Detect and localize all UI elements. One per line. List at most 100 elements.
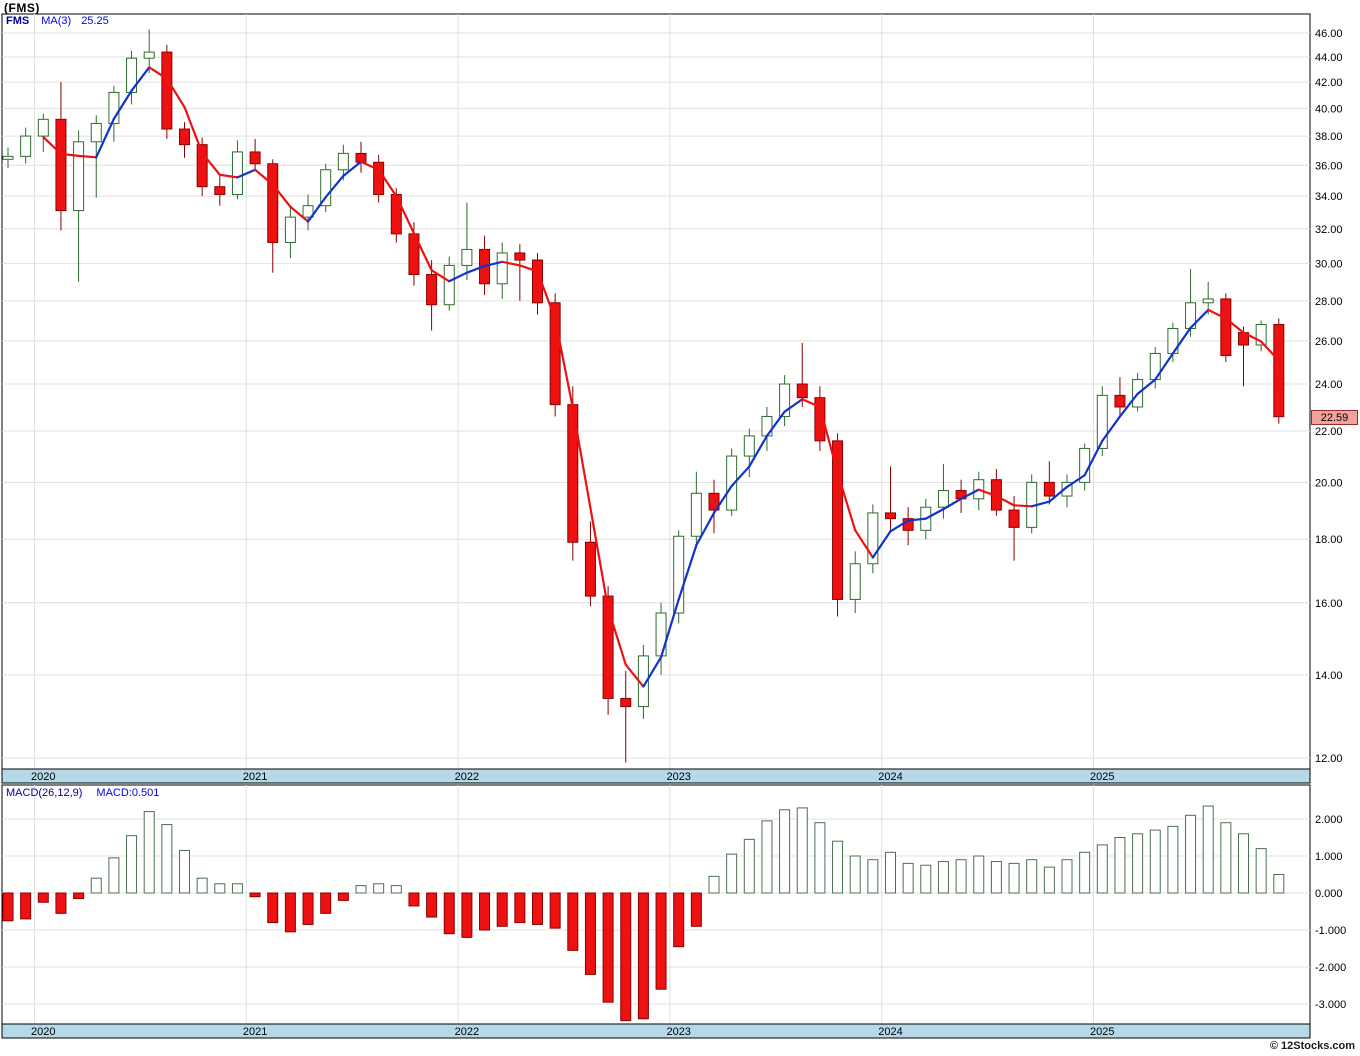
ma-segment: [518, 264, 539, 273]
price-tick-label: 18.00: [1315, 534, 1343, 546]
macd-bar-positive: [90, 877, 102, 894]
price-tick-label: 22.00: [1315, 426, 1343, 438]
year-label: 2021: [243, 1026, 267, 1038]
macd-bar-positive: [867, 859, 879, 894]
macd-bar-negative: [690, 892, 702, 927]
macd-bar-negative: [567, 892, 579, 951]
candle-body: [249, 151, 261, 165]
macd-tick-label: -1.000: [1315, 925, 1346, 937]
macd-bar-positive: [779, 809, 791, 894]
macd-bar-positive: [1185, 814, 1197, 894]
macd-bar-negative: [20, 892, 32, 920]
candle: [1096, 386, 1108, 457]
year-band: [1, 1023, 1311, 1039]
macd-bar-negative: [55, 892, 67, 914]
macd-bar-positive: [1096, 844, 1108, 894]
macd-tick-label: 2.000: [1315, 814, 1343, 826]
candle-body: [1202, 298, 1214, 304]
price-tick-label: 42.00: [1315, 77, 1343, 89]
macd-bar-positive: [1114, 837, 1126, 894]
ma-segment: [589, 507, 610, 610]
candle-body: [584, 541, 596, 597]
ma-value: 25.25: [81, 15, 109, 27]
watermark-copyright: © 12Stocks.com: [1269, 1040, 1355, 1052]
candle-body: [1255, 323, 1267, 346]
macd-bar-positive: [1220, 822, 1232, 894]
ma-segment: [324, 174, 345, 199]
last-price-badge: 22.59: [1311, 410, 1358, 425]
year-label: 2023: [666, 1026, 690, 1038]
ma-segment: [1260, 340, 1280, 362]
macd-bar-negative: [496, 892, 508, 927]
ma-segment: [889, 519, 910, 533]
candle: [867, 504, 879, 574]
ma-label: MA(3): [41, 15, 72, 27]
candle-body: [196, 144, 208, 188]
candle-body: [73, 141, 85, 212]
candle: [320, 163, 332, 213]
candle: [743, 428, 755, 478]
ma-segment: [801, 398, 822, 409]
candle: [284, 207, 296, 259]
candle: [1114, 377, 1126, 417]
ma-segment: [571, 406, 592, 510]
ma-segment: [95, 117, 116, 159]
candle-body: [602, 595, 614, 699]
candle-body: [496, 252, 508, 285]
ma-segment: [554, 318, 574, 409]
candle-body: [743, 435, 755, 457]
ma-segment: [748, 434, 769, 468]
macd-bar-negative: [532, 892, 543, 925]
candle-body: [214, 186, 226, 196]
price-tick-label: 26.00: [1315, 336, 1343, 348]
candle-body: [302, 205, 314, 218]
candle-body: [390, 194, 402, 235]
candle: [231, 140, 243, 200]
candle-body: [849, 563, 861, 600]
ma-segment: [959, 488, 980, 500]
ma-segment: [659, 598, 680, 659]
macd-bar-positive: [108, 857, 120, 894]
ma-segment: [1154, 352, 1175, 381]
candle-body: [337, 152, 349, 171]
ma-segment: [289, 205, 310, 223]
price-axis-labels: 46.00 44.00 42.00 40.00 38.00 36.00 34.00 32.00…: [1315, 28, 1343, 765]
price-tick-label: 38.00: [1315, 131, 1343, 143]
ma-segment: [271, 183, 292, 208]
candle-body: [20, 135, 32, 157]
macd-bar-negative: [549, 892, 561, 929]
ma-segment: [854, 529, 874, 559]
macd-bar-negative: [267, 892, 279, 924]
candle: [584, 521, 596, 607]
ma-segment: [712, 484, 733, 515]
ma-segment: [1048, 485, 1069, 503]
candle: [549, 293, 561, 417]
candle-body: [549, 302, 561, 406]
price-tick-label: 30.00: [1315, 259, 1343, 271]
macd-bar-positive: [1149, 829, 1161, 894]
candle: [1061, 474, 1073, 508]
year-label: 2023: [666, 771, 690, 783]
candle: [2, 147, 14, 169]
year-axis-bottom: 2020 2021 2022 2023 2024 2025: [1, 1023, 1311, 1039]
macd-label: MACD(26,12,9): [6, 787, 83, 799]
candle-body: [1061, 481, 1073, 497]
macd-bar-positive: [1273, 874, 1285, 894]
candle-body: [655, 612, 667, 657]
candle: [214, 175, 226, 206]
macd-bar-negative: [426, 892, 438, 918]
macd-bar-positive: [1238, 833, 1249, 894]
ma-segment: [377, 168, 398, 198]
year-label: 2024: [878, 1026, 902, 1038]
ma-segment: [395, 194, 416, 235]
macd-bar-positive: [973, 855, 985, 894]
price-tick-label: 12.00: [1315, 753, 1343, 765]
macd-bar-positive: [196, 877, 208, 894]
macd-bar-positive: [937, 861, 949, 894]
macd-bar-positive: [1061, 859, 1073, 894]
candle: [1220, 293, 1232, 362]
macd-bar-positive: [161, 824, 173, 894]
candle-body: [708, 492, 720, 511]
candle: [426, 260, 438, 331]
